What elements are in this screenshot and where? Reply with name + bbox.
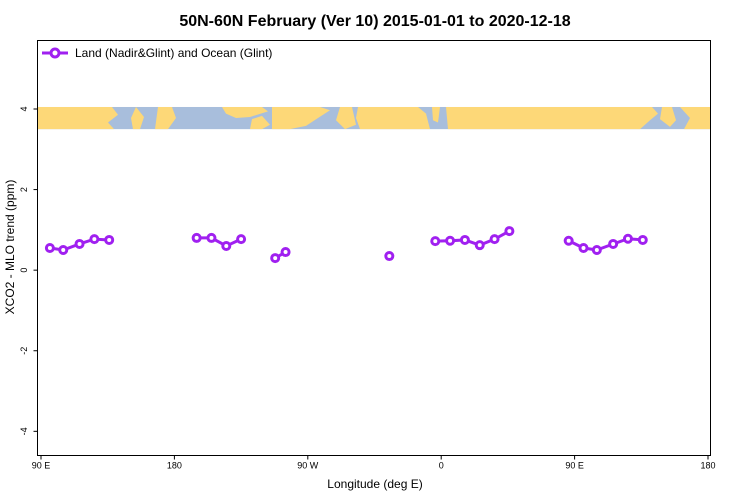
y-tick-label: -4 — [19, 427, 29, 435]
x-axis: 90 E 180 90 W 0 90 E 180 — [32, 455, 716, 471]
chart-title: 50N-60N February (Ver 10) 2015-01-01 to … — [179, 13, 570, 30]
map-land-9 — [446, 106, 658, 130]
map-land-1 — [131, 106, 144, 130]
data-point — [58, 245, 69, 256]
y-axis: -4 -2 0 2 4 — [19, 106, 38, 435]
data-point — [270, 253, 281, 264]
data-point — [445, 235, 456, 246]
legend-marker-swatch — [49, 47, 61, 59]
map-land-3 — [222, 106, 268, 119]
data-point — [474, 240, 485, 251]
data-point — [430, 236, 441, 247]
x-tick-label: 0 — [439, 461, 444, 471]
data-point — [89, 234, 100, 245]
y-tick-label: 4 — [19, 106, 29, 111]
x-tick-label: 90 E — [32, 461, 51, 471]
legend-series-label: Land (Nadir&Glint) and Ocean (Glint) — [75, 46, 272, 60]
map-land-5 — [272, 106, 330, 130]
data-point — [504, 226, 515, 237]
data-point — [637, 234, 648, 245]
data-point — [221, 240, 232, 251]
data-point — [384, 251, 395, 262]
data-point — [280, 247, 291, 258]
series-line — [196, 236, 242, 248]
data-point — [591, 245, 602, 256]
series-layer — [44, 226, 648, 264]
y-axis-label: XCO2 - MLO trend (ppm) — [3, 180, 17, 315]
world-map-strip — [37, 106, 711, 130]
data-point — [459, 234, 470, 245]
data-point — [622, 233, 633, 244]
data-point — [44, 243, 55, 253]
data-point — [489, 234, 500, 245]
y-tick-label: 2 — [19, 187, 29, 192]
data-point — [74, 238, 85, 249]
data-point — [206, 232, 217, 243]
legend: Land (Nadir&Glint) and Ocean (Glint) — [42, 46, 272, 60]
y-tick-label: 0 — [19, 268, 29, 273]
data-point — [563, 235, 574, 246]
plot-frame — [37, 40, 711, 456]
y-tick-label: -2 — [19, 347, 29, 355]
map-land-6 — [336, 106, 356, 130]
map-land-0 — [37, 106, 118, 130]
data-point — [104, 234, 115, 245]
map-land-7 — [356, 106, 430, 130]
x-axis-label: Longitude (deg E) — [327, 477, 422, 491]
map-land-2 — [155, 106, 176, 130]
map-land-11 — [680, 106, 711, 130]
data-point — [578, 243, 589, 253]
x-tick-label: 90 E — [565, 461, 584, 471]
map-land-4 — [250, 115, 270, 130]
x-tick-label: 180 — [700, 461, 715, 471]
x-tick-label: 180 — [167, 461, 182, 471]
x-tick-label: 90 W — [297, 461, 319, 471]
map-land-10 — [660, 106, 676, 127]
data-point — [608, 238, 619, 249]
data-point — [236, 234, 247, 245]
data-point — [191, 232, 202, 243]
map-land-8 — [432, 106, 440, 123]
